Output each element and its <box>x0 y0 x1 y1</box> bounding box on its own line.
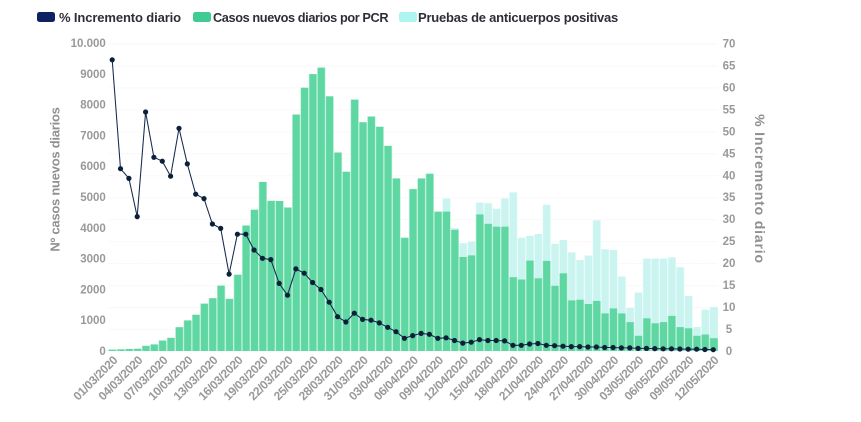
svg-text:0: 0 <box>99 346 105 358</box>
svg-text:4000: 4000 <box>80 223 106 235</box>
svg-text:50: 50 <box>723 126 736 138</box>
svg-text:6000: 6000 <box>80 161 106 173</box>
svg-text:55: 55 <box>723 104 736 116</box>
svg-text:15: 15 <box>723 280 736 292</box>
svg-text:2000: 2000 <box>80 284 106 296</box>
svg-text:65: 65 <box>723 61 736 73</box>
svg-text:3000: 3000 <box>80 254 106 266</box>
svg-text:7000: 7000 <box>80 130 106 142</box>
svg-text:70: 70 <box>723 39 736 51</box>
svg-text:30: 30 <box>723 214 736 226</box>
svg-text:5: 5 <box>726 324 733 336</box>
svg-text:60: 60 <box>723 82 736 94</box>
svg-text:10: 10 <box>723 302 736 314</box>
svg-text:25: 25 <box>723 236 736 248</box>
svg-text:5000: 5000 <box>80 192 106 204</box>
svg-text:10.000: 10.000 <box>71 38 106 50</box>
svg-text:9000: 9000 <box>80 69 106 81</box>
svg-text:% Incremento diario: % Incremento diario <box>752 114 768 264</box>
svg-text:1000: 1000 <box>80 315 106 327</box>
svg-text:45: 45 <box>723 148 736 160</box>
svg-text:35: 35 <box>723 192 736 204</box>
svg-text:8000: 8000 <box>80 100 106 112</box>
svg-text:40: 40 <box>723 170 736 182</box>
svg-text:Nº casos nuevos diarios: Nº casos nuevos diarios <box>48 107 63 251</box>
svg-text:20: 20 <box>723 258 736 270</box>
svg-text:0: 0 <box>726 346 732 358</box>
